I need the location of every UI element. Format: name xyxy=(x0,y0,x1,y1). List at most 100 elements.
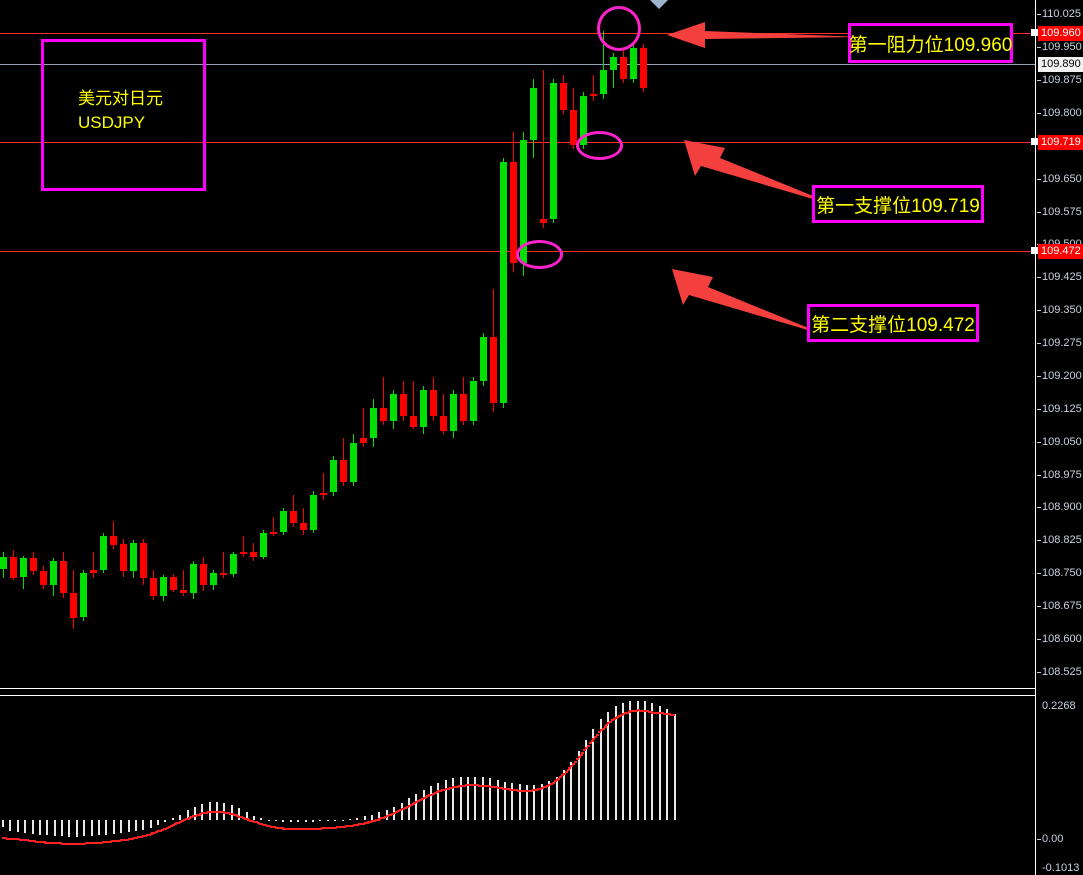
macd-signal-dot xyxy=(570,764,574,767)
price-tick-dash xyxy=(1037,540,1041,542)
price-tick-label: 109.350 xyxy=(1042,304,1082,317)
candle-body xyxy=(300,523,307,531)
macd-bar xyxy=(193,806,196,821)
macd-signal-dot xyxy=(337,826,341,829)
macd-bar xyxy=(673,713,676,820)
macd-signal-dot xyxy=(411,802,415,805)
macd-signal-dot xyxy=(61,842,64,845)
macd-signal-dot xyxy=(590,739,594,742)
price-axis-scale[interactable]: 110.025 109.950 109.875 109.800 109.650 109.5… xyxy=(1031,0,1083,875)
macd-signal-dot xyxy=(459,784,463,787)
macd-axis-min: -0.1013 xyxy=(1042,862,1080,874)
macd-signal-dot xyxy=(59,842,63,845)
macd-signal-dot xyxy=(443,788,446,791)
macd-signal-dot xyxy=(592,737,596,740)
candle-body xyxy=(220,573,227,575)
macd-signal-dot xyxy=(238,815,242,818)
candle-body xyxy=(530,87,537,141)
macd-signal-dot xyxy=(655,711,659,714)
price-tick-dash xyxy=(1037,441,1041,443)
candle-body xyxy=(180,589,187,594)
macd-signal-dot xyxy=(649,711,653,714)
macd-signal-dot xyxy=(450,786,454,789)
macd-bar xyxy=(341,819,344,821)
price-tag-support-1: 109.719 xyxy=(1038,135,1083,150)
macd-signal-dot xyxy=(583,749,587,752)
panel-divider-top xyxy=(0,688,1035,689)
macd-signal-dot xyxy=(550,782,553,785)
macd-bar xyxy=(348,819,351,821)
candle-body xyxy=(590,94,597,97)
macd-bar xyxy=(548,781,551,821)
price-chart-panel[interactable] xyxy=(0,0,1035,688)
macd-signal-dot xyxy=(230,813,234,816)
candle-body xyxy=(430,390,437,417)
macd-signal-dot xyxy=(404,806,408,809)
price-tick-label: 108.600 xyxy=(1042,632,1082,645)
macd-signal-dot xyxy=(70,842,74,845)
macd-signal-dot xyxy=(407,804,411,807)
macd-signal-dot xyxy=(391,812,395,815)
price-tick-label: 108.825 xyxy=(1042,534,1082,547)
macd-signal-dot xyxy=(420,797,424,800)
macd-signal-dot xyxy=(251,820,255,823)
macd-bar xyxy=(53,820,56,836)
macd-signal-dot xyxy=(9,837,13,840)
macd-signal-dot xyxy=(101,841,105,844)
price-tick-label: 109.800 xyxy=(1042,106,1082,119)
macd-signal-dot xyxy=(241,816,245,819)
macd-signal-dot xyxy=(572,762,576,765)
price-tick-dash xyxy=(1037,408,1041,410)
macd-signal-dot xyxy=(507,788,511,791)
price-tag-marker-support-1 xyxy=(1031,138,1038,145)
macd-signal-dot xyxy=(208,811,212,814)
macd-signal-dot xyxy=(629,710,633,713)
macd-signal-dot xyxy=(531,789,535,792)
macd-signal-dot xyxy=(40,841,44,844)
macd-signal-dot xyxy=(147,833,151,836)
macd-signal-dot xyxy=(315,827,319,830)
macd-signal-dot xyxy=(474,784,478,787)
macd-signal-dot xyxy=(324,827,328,830)
macd-signal-dot xyxy=(363,822,367,825)
macd-signal-dot xyxy=(588,742,592,745)
macd-indicator-panel[interactable] xyxy=(0,697,1035,875)
macd-signal-dot xyxy=(620,713,624,716)
macd-signal-dot xyxy=(210,811,214,813)
macd-signal-dot xyxy=(490,785,494,788)
macd-signal-dot xyxy=(258,822,262,825)
macd-signal-dot xyxy=(645,710,649,713)
macd-signal-dot xyxy=(62,842,66,845)
macd-signal-dot xyxy=(463,784,467,787)
candle-body xyxy=(450,394,457,432)
macd-signal-dot xyxy=(356,823,360,826)
macd-signal-dot xyxy=(184,818,188,821)
macd-signal-dot xyxy=(476,784,480,787)
price-tick-dash xyxy=(1037,605,1041,607)
candle-body xyxy=(250,552,257,557)
macd-signal-dot xyxy=(365,821,369,824)
macd-signal-dot xyxy=(361,822,365,825)
candle-body xyxy=(150,577,157,596)
price-tick-label: 109.875 xyxy=(1042,74,1082,87)
macd-bar xyxy=(149,820,152,828)
macd-signal-dot xyxy=(225,811,229,814)
macd-signal-dot xyxy=(398,809,402,812)
candle-wick xyxy=(183,569,184,596)
macd-bar xyxy=(112,820,115,835)
macd-signal-dot xyxy=(371,820,374,823)
macd-signal-dot xyxy=(317,827,321,830)
macd-bar xyxy=(644,701,647,820)
macd-bar xyxy=(83,820,86,837)
macd-signal-dot xyxy=(393,812,397,814)
macd-signal-dot xyxy=(85,842,88,845)
macd-signal-dot xyxy=(350,824,354,827)
candle-body xyxy=(630,48,637,79)
macd-signal-dot xyxy=(559,776,563,778)
macd-signal-dot xyxy=(109,840,112,843)
macd-signal-dot xyxy=(323,827,326,830)
candle-body xyxy=(620,57,627,79)
macd-signal-dot xyxy=(66,842,70,845)
macd-bar xyxy=(238,808,241,820)
candle-body xyxy=(200,564,207,586)
